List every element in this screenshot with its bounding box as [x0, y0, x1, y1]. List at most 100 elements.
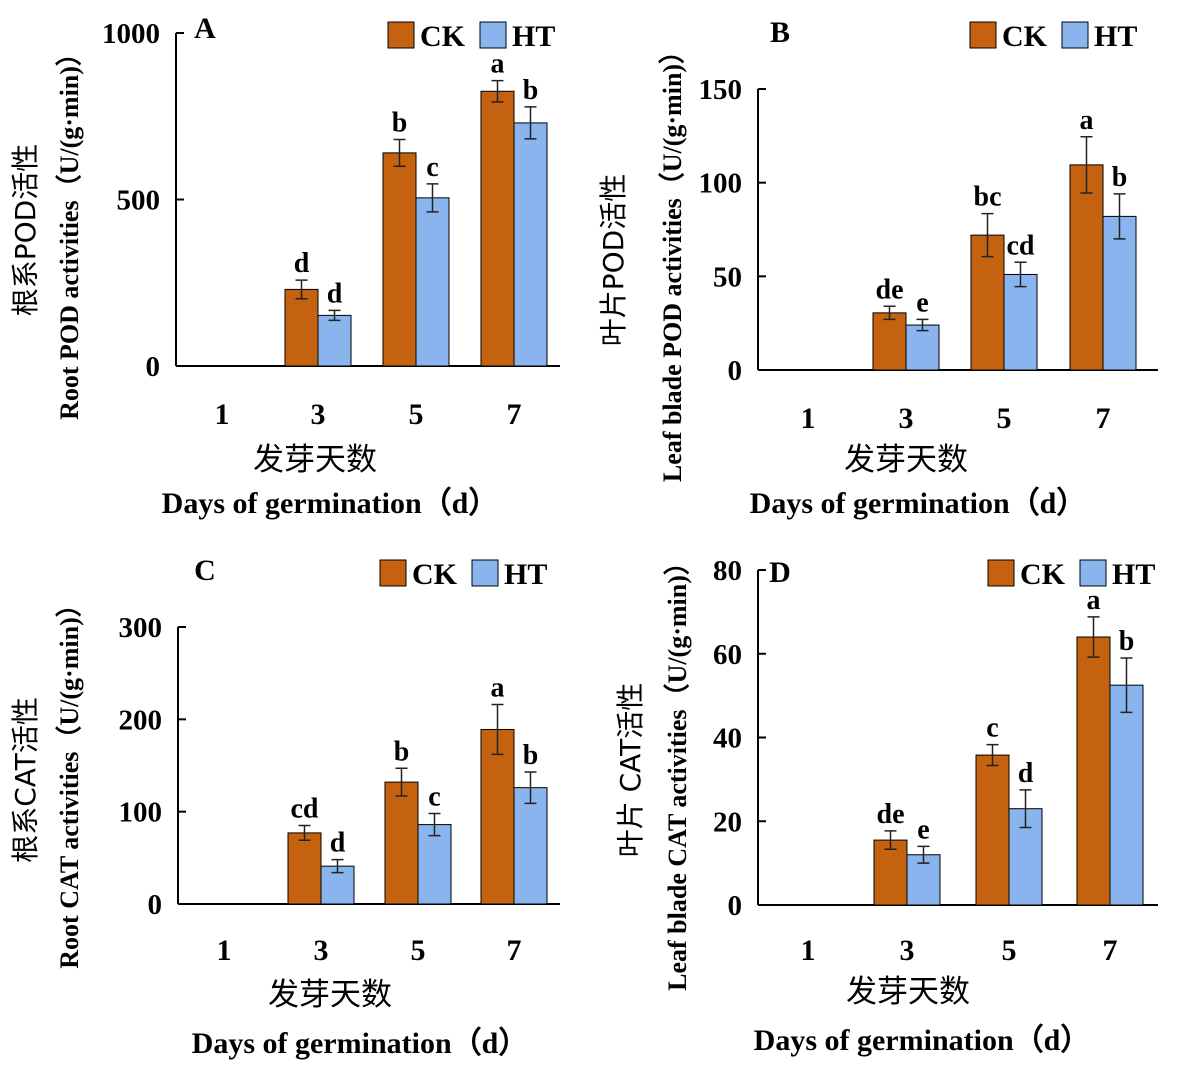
x-tick-label: 3 — [900, 934, 915, 967]
x-axis-label-en: Days of germination（d） — [754, 1023, 1091, 1057]
legend-label-ck: CK — [1002, 20, 1048, 53]
significance-letter: b — [394, 736, 410, 767]
y-tick-label: 40 — [713, 723, 742, 755]
x-axis-label-en: Days of germination（d） — [750, 486, 1087, 520]
x-axis-label-zh: 发芽天数 — [846, 974, 970, 1010]
y-axis-label-zh: 根系CAT活性 — [9, 697, 42, 863]
y-tick-label: 100 — [699, 168, 743, 200]
legend-label-ht: HT — [1112, 558, 1155, 591]
error-bar — [981, 212, 994, 258]
x-tick-label: 5 — [411, 934, 426, 967]
significance-letter: d — [1018, 758, 1034, 789]
y-tick-label: 1000 — [102, 18, 160, 50]
y-tick-label: 150 — [699, 74, 743, 106]
x-tick-label: 7 — [507, 934, 522, 967]
error-bar — [1113, 193, 1126, 240]
error-bar — [917, 845, 930, 864]
legend-label-ht: HT — [504, 558, 547, 591]
error-bar — [1120, 657, 1133, 714]
significance-letter: a — [491, 673, 505, 704]
y-axis-label-zh: 根系POD活性 — [9, 144, 42, 317]
y-tick-label: 300 — [119, 612, 163, 644]
legend-label-ck: CK — [412, 558, 458, 591]
y-axis-label-en: Leaf blade CAT activities（U/(g·min)） — [663, 549, 692, 991]
legend-label-ck: CK — [1020, 558, 1066, 591]
y-tick-label: 500 — [117, 185, 161, 217]
y-tick-label: 50 — [713, 261, 742, 293]
y-tick-label: 80 — [713, 555, 742, 587]
x-tick-label: 3 — [899, 402, 914, 435]
significance-letter: d — [330, 828, 346, 859]
y-tick-label: 60 — [713, 639, 742, 671]
significance-letter: b — [392, 108, 408, 139]
bar-ck — [382, 152, 417, 367]
x-tick-label: 5 — [409, 398, 424, 431]
bar-ht — [1003, 273, 1038, 371]
significance-letter: cd — [291, 794, 319, 825]
bar-ht — [513, 122, 548, 367]
bar-ck — [480, 728, 515, 905]
x-tick-label: 7 — [1103, 934, 1118, 967]
panel-label: D — [769, 556, 791, 589]
x-tick-label: 1 — [801, 934, 816, 967]
y-tick-label: 200 — [119, 704, 163, 736]
bar-ck — [384, 781, 419, 905]
panel-label: B — [770, 16, 790, 49]
significance-letter: bc — [974, 182, 1002, 213]
significance-letter: a — [491, 49, 505, 80]
x-tick-label: 1 — [215, 398, 230, 431]
x-tick-label: 1 — [801, 402, 816, 435]
error-bar — [1014, 261, 1027, 288]
panel-d: 0 20 40 60 80 1 3 5 7 de c a e d b D CK HT 叶片 CAT活性 Leaf bl… — [614, 549, 1158, 1057]
significance-letter: b — [523, 75, 539, 106]
error-bar — [524, 106, 537, 140]
error-bar — [393, 138, 406, 167]
panel-label: C — [194, 554, 216, 587]
y-axis-label-en: Leaf blade POD activities（U/(g·min)） — [658, 38, 687, 482]
error-bar — [986, 743, 999, 767]
significance-letter: d — [327, 278, 343, 309]
y-tick-label: 0 — [728, 355, 743, 387]
significance-letter: e — [917, 814, 929, 845]
x-axis-label-zh: 发芽天数 — [253, 442, 377, 478]
bar-ht — [417, 824, 452, 905]
y-tick-label: 100 — [119, 797, 163, 829]
legend-label-ck: CK — [420, 20, 466, 53]
bar-ht — [415, 197, 450, 367]
panel-b: 0 50 100 150 1 3 5 7 de bc a e cd b B CK HT 叶片POD活性 Leaf b… — [597, 16, 1158, 520]
legend-swatch-ht — [471, 559, 499, 587]
bar-ck — [287, 832, 322, 905]
legend-swatch-ht — [1061, 21, 1089, 49]
x-axis-label-en: Days of germination（d） — [162, 486, 499, 520]
bar-ck — [284, 288, 319, 367]
error-bar — [298, 824, 311, 842]
significance-letter: a — [1080, 105, 1094, 136]
y-tick-label: 0 — [148, 889, 163, 921]
bar-ck — [1076, 636, 1111, 906]
x-tick-label: 7 — [507, 398, 522, 431]
bar-ht — [513, 787, 548, 905]
x-tick-label: 5 — [997, 402, 1012, 435]
bar-ck — [970, 234, 1005, 371]
error-bar — [916, 318, 929, 332]
significance-letter: b — [523, 740, 539, 771]
significance-letter: c — [986, 713, 998, 744]
error-bar — [295, 279, 308, 300]
y-tick-label: 20 — [713, 806, 742, 838]
significance-letter: de — [876, 274, 904, 305]
y-tick-label: 0 — [146, 351, 161, 383]
significance-letter: b — [1112, 162, 1128, 193]
error-bar — [428, 812, 441, 837]
legend-swatch-ht — [1079, 559, 1107, 587]
panel-label: A — [194, 12, 216, 45]
x-tick-label: 5 — [1002, 934, 1017, 967]
error-bar — [331, 858, 344, 874]
error-bar — [524, 771, 537, 805]
significance-letter: c — [426, 152, 438, 183]
x-axis-label-zh: 发芽天数 — [268, 977, 392, 1013]
bar-ck — [480, 90, 515, 367]
significance-letter: a — [1087, 585, 1101, 616]
